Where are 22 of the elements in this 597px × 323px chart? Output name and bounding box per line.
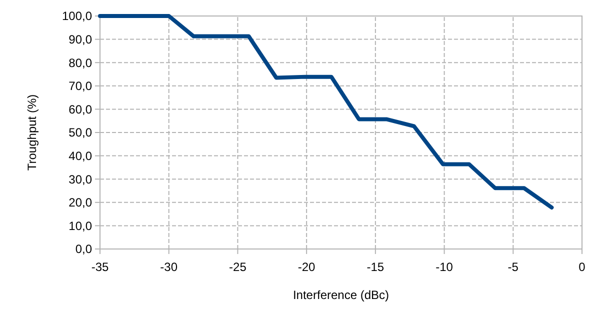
y-tick-label: 0,0 [75, 242, 92, 256]
x-tick-label: -15 [366, 260, 384, 274]
x-tick-label: -20 [298, 260, 316, 274]
line-series [98, 14, 554, 210]
x-tick-label: -35 [91, 260, 109, 274]
y-tick-label: 90,0 [68, 32, 92, 46]
y-tick-label: 100,0 [62, 9, 92, 24]
y-tick-label: 50,0 [68, 126, 92, 140]
y-tick-label: 80,0 [68, 56, 92, 70]
y-tick-label: 30,0 [68, 172, 92, 186]
x-tick-label: 0 [578, 260, 586, 274]
x-tick-label: -5 [508, 260, 519, 274]
x-tick-label: -10 [436, 260, 454, 274]
x-tick-label: -30 [160, 260, 178, 274]
x-tick-label: -25 [229, 260, 247, 274]
x-axis-title: Interference (dBc) [292, 288, 390, 302]
y-tick-label: 70,0 [68, 79, 92, 94]
y-axis-title: Troughput (%) [25, 94, 39, 171]
y-tick-label: 10,0 [68, 218, 92, 233]
y-tick-label: 40,0 [68, 149, 92, 163]
y-tick-label: 20,0 [68, 196, 92, 210]
y-tick-label: 60,0 [68, 102, 92, 116]
